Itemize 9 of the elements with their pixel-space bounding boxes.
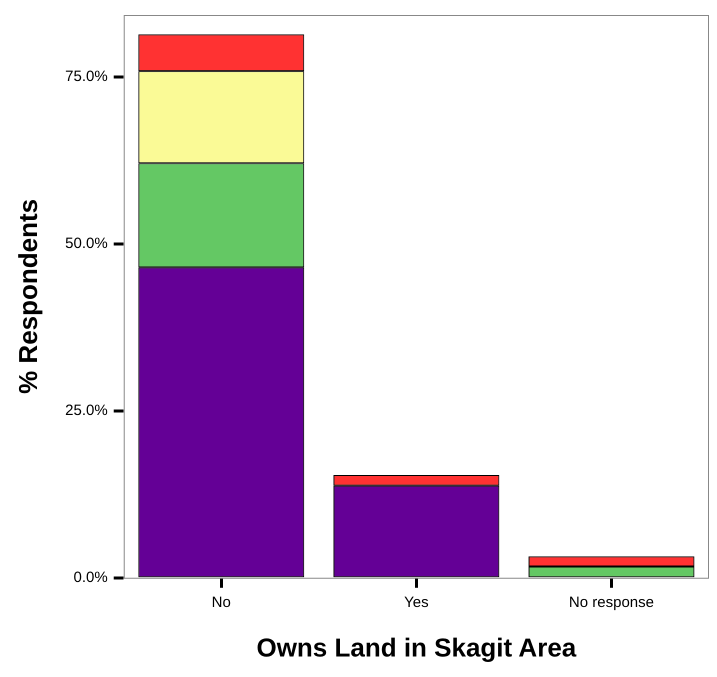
y-tick-label: 0.0% — [74, 568, 108, 586]
y-tick-label: 50.0% — [65, 235, 108, 252]
x-tick-label: No — [212, 594, 231, 611]
x-tick-label: Yes — [404, 594, 429, 611]
y-tick-label: 75.0% — [65, 68, 108, 86]
y-axis-title: % Respondents — [12, 198, 43, 394]
x-axis-title: Owns Land in Skagit Area — [256, 632, 577, 663]
x-tick-label: No response — [568, 594, 654, 611]
y-tick-label: 25.0% — [65, 402, 108, 420]
